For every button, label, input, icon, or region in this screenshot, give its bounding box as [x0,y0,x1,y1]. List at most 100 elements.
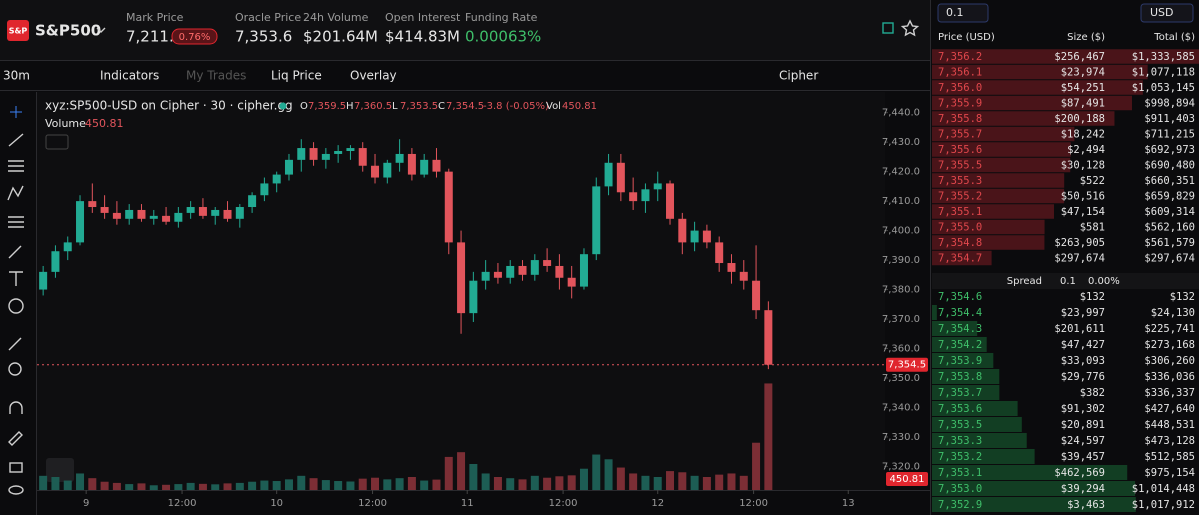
logo-text: S&P [9,27,28,36]
candle-body [543,260,552,266]
tool-icon[interactable] [9,401,23,414]
total: $427,640 [1144,403,1195,415]
total: $1,333,585 [1132,51,1195,63]
candle-body [76,201,85,243]
tool-icon[interactable] [9,462,23,473]
volume-bar [420,480,429,490]
volume-bar [444,456,453,490]
toolbar-item[interactable]: Liq Price [271,69,322,83]
candle-body [469,280,478,314]
column-header: Total ($) [1153,32,1195,43]
volume-bar [321,480,330,490]
legend-value: 7,360.5 [354,101,392,112]
volume-bar [260,480,269,490]
candle-body [715,242,724,264]
tool-icon[interactable] [8,216,24,228]
candle-body [616,162,625,193]
tool-icon[interactable] [8,133,24,147]
tool-icon[interactable] [10,106,22,118]
volume-bar [579,468,588,490]
candle-body [604,162,613,187]
legend-value: 7,359.5 [308,101,346,112]
total: $336,337 [1144,387,1195,399]
depth-bar [932,385,1000,400]
last-price-label: 7,354.5 [888,360,926,371]
chart-title: xyz:SP500-USD on Cipher · 30 · cipher.gg [45,99,293,113]
size: $581 [1080,222,1105,234]
price: 7,355.5 [938,160,982,172]
tool-icon[interactable] [7,185,24,201]
y-tick-label: 7,430.0 [882,137,920,148]
price: 7,353.8 [938,371,982,383]
price: 7,355.8 [938,113,982,125]
last-volume-label: 450.81 [890,474,925,485]
candle-body [51,251,60,272]
candle-body [739,271,748,281]
candle-body [592,186,601,255]
x-tick-label: 12:00 [358,498,387,509]
icon[interactable] [882,22,894,34]
depth-bar [932,481,1136,496]
tool-icon[interactable] [8,245,22,259]
price: 7,353.9 [938,355,982,367]
size: $23,997 [1061,307,1105,319]
source[interactable]: Cipher [779,69,818,83]
badge-text: 0.76% [179,32,211,43]
currency-select[interactable] [1140,3,1194,23]
tool-icon[interactable] [8,298,24,314]
star-icon[interactable] [900,19,920,37]
total: $336,036 [1144,371,1195,383]
candle-body [346,148,355,152]
collapse-button[interactable] [45,134,69,150]
candle-body [432,159,441,172]
size: $3,463 [1067,499,1105,511]
tool-icon[interactable] [8,431,23,446]
tool-icon[interactable] [8,485,24,495]
tool-icon[interactable] [8,160,24,172]
total: $660,351 [1144,175,1195,187]
candle-body [641,189,650,202]
tool-icon[interactable] [8,337,22,351]
volume-bar [211,484,220,490]
status-dot [279,102,287,110]
depth-bar [932,417,1022,432]
candle-body [284,159,293,175]
stat-value: 0.00063% [465,28,541,46]
total: $692,973 [1144,144,1195,156]
symbol[interactable]: S&P500 [35,22,101,40]
spread-percent: 0.00% [1088,276,1120,287]
toolbar-item[interactable]: My Trades [186,69,246,83]
stat-label: 24h Volume [303,11,369,24]
depth-bar [932,401,1018,416]
toolbar-item[interactable]: Indicators [100,69,159,83]
step-select[interactable] [937,3,989,23]
interval[interactable]: 30m [3,69,30,83]
volume-bar [395,478,404,490]
chevron[interactable] [96,27,106,33]
toolbar-item[interactable]: Overlay [350,69,397,83]
stats: Mark Price 7,211.50.76% Oracle Price 7,353.… [126,11,541,46]
total: $273,168 [1144,339,1195,351]
candle-body [518,265,527,275]
candle-body [690,230,699,243]
legend-key: L [392,101,398,112]
stat-value: $201.64M [303,28,378,46]
price: 7,354.7 [938,253,982,265]
volume-bar [223,483,232,490]
volume-bar [125,484,134,490]
tool-icon[interactable] [8,362,22,376]
price: 7,353.5 [938,419,982,431]
legend-key: H [346,101,354,112]
total: $1,077,118 [1132,67,1195,79]
size: $297,674 [1054,253,1105,265]
candle-body [235,207,244,219]
volume-bar [592,454,601,490]
y-tick-label: 7,340.0 [882,402,920,413]
price: 7,354.6 [938,291,982,303]
total: $1,017,912 [1132,499,1195,511]
size: $20,891 [1061,419,1105,431]
total: $609,314 [1144,206,1195,218]
total: $659,829 [1144,191,1195,203]
tool-icon[interactable] [9,271,23,286]
